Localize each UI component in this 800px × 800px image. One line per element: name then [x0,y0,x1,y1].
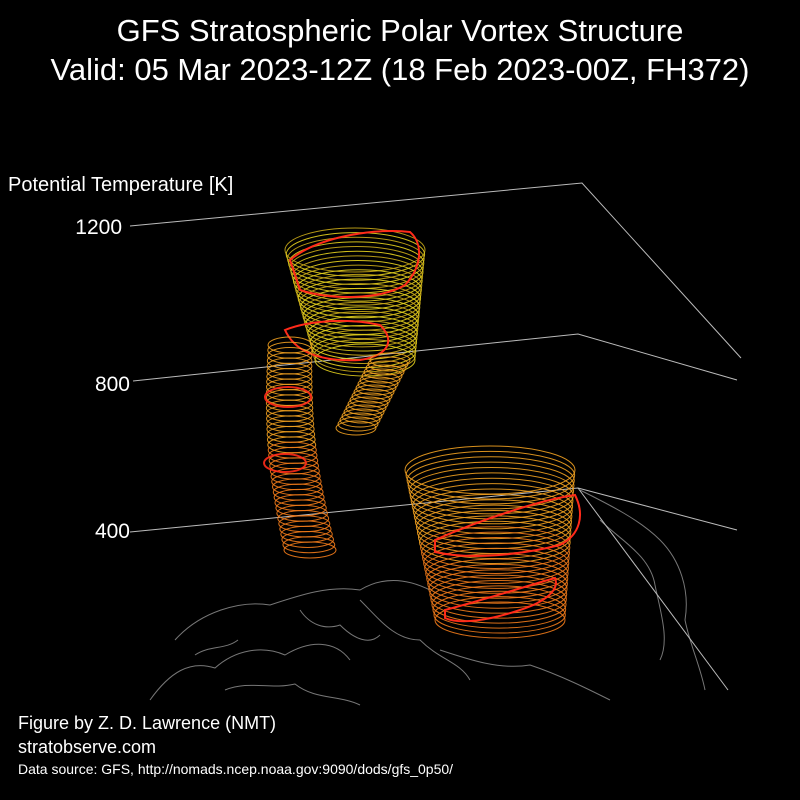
vortex-contour [294,264,423,306]
credit-author: Figure by Z. D. Lawrence (NMT) [18,713,277,733]
vortex-contour [405,450,576,500]
z-axis-label: Potential Temperature [K] [8,174,234,196]
gridline-800 [132,333,738,382]
vortex-contour [365,360,407,376]
vortex-contour [295,269,422,310]
vortex-contour [407,461,575,510]
chart-subtitle: Valid: 05 Mar 2023-12Z (18 Feb 2023-00Z,… [50,52,750,87]
vortex-contour [432,590,567,629]
vortex-contour [367,356,409,372]
vortex-contour [297,278,422,319]
vortex-contour [312,334,417,369]
vortex-contour [363,364,405,380]
coastline-segment [299,609,381,641]
credit-site: stratobserve.com [18,737,157,757]
gridline-400 [129,487,738,533]
coastline-segment [599,519,665,661]
vortex-contour [341,408,383,424]
vortex-contour [431,585,567,624]
vortex-contour [339,412,381,428]
vortex-contour [369,352,411,368]
coastline-segment [149,643,351,701]
vortex-contour [357,376,399,392]
vortex-contour [292,259,423,302]
vortex-contour [427,563,568,604]
vortex-contour [303,301,420,340]
polar-vortex-isosurface [263,227,581,639]
vortex-contour [430,579,567,619]
vortex-edge-lower-base [444,576,557,623]
vortex-contour [355,380,397,396]
vortex-contour [426,558,569,599]
vortex-contour [412,488,573,535]
vortex-contour [351,388,393,404]
vortex-contour [413,493,573,540]
vortex-contour [429,574,568,614]
vortex-contour [353,384,395,400]
vortex-contour [349,392,391,408]
coastline-segment [359,599,471,681]
vortex-edge-upper [288,229,421,298]
z-tick-label-400: 400 [94,520,130,543]
chart-title: GFS Stratospheric Polar Vortex Structure [116,13,684,48]
data-source: Data source: GFS, http://nomads.ncep.noa… [18,761,454,777]
vortex-contour [406,456,575,505]
z-tick-label-800: 800 [94,373,130,396]
vortex-contour [264,386,312,408]
vortex-contour [425,553,569,594]
vortex-contour [424,547,569,589]
coastline-map [149,489,706,706]
theta-gridlines [129,182,742,691]
coastline-segment [439,649,611,701]
vortex-contour [286,236,425,281]
vortex-contour [300,287,421,327]
vortex-contour [361,368,403,384]
vortex-contour [284,227,426,273]
vortex-contour [343,404,385,420]
vortex-contour [408,467,575,515]
z-tick-label-1200: 1200 [75,216,122,239]
vortex-contour [410,477,574,525]
gridline-1200 [129,182,742,359]
coastline-segment [224,683,361,706]
vortex-contour [422,536,570,579]
vortex-contour [428,569,568,609]
vortex-contour [420,526,571,569]
coastline-segment [174,580,431,641]
vortex-contour [282,536,336,554]
vortex-contour [345,400,387,416]
vortex-contour [423,542,570,584]
vortex-contour [308,320,418,356]
coastline-segment [579,489,706,691]
vortex-contour [288,241,425,285]
vortex-contour [359,372,401,388]
vortex-contour [418,520,571,565]
vortex-contour [296,273,422,315]
vortex-contour [314,343,416,377]
vortex-contour [421,531,570,574]
vortex-contour [433,596,566,634]
vortex-contour [263,453,307,473]
vortex-contour [307,315,418,352]
vortex-contour [337,416,379,432]
vortex-contour [306,311,419,348]
credits: Figure by Z. D. Lawrence (NMT) stratobse… [18,711,276,759]
vortex-contour [283,541,337,559]
vortex-contour [411,483,574,530]
vortex-contour [285,232,426,277]
vortex-contour [414,499,573,545]
vortex-contour [335,420,377,436]
vortex-contour [281,530,334,548]
vortex-edge-lower [434,493,581,557]
coastline-segment [194,639,239,656]
vortex-contour [434,601,566,639]
floor-edge-line [577,487,729,691]
vortex-contour [347,396,389,412]
